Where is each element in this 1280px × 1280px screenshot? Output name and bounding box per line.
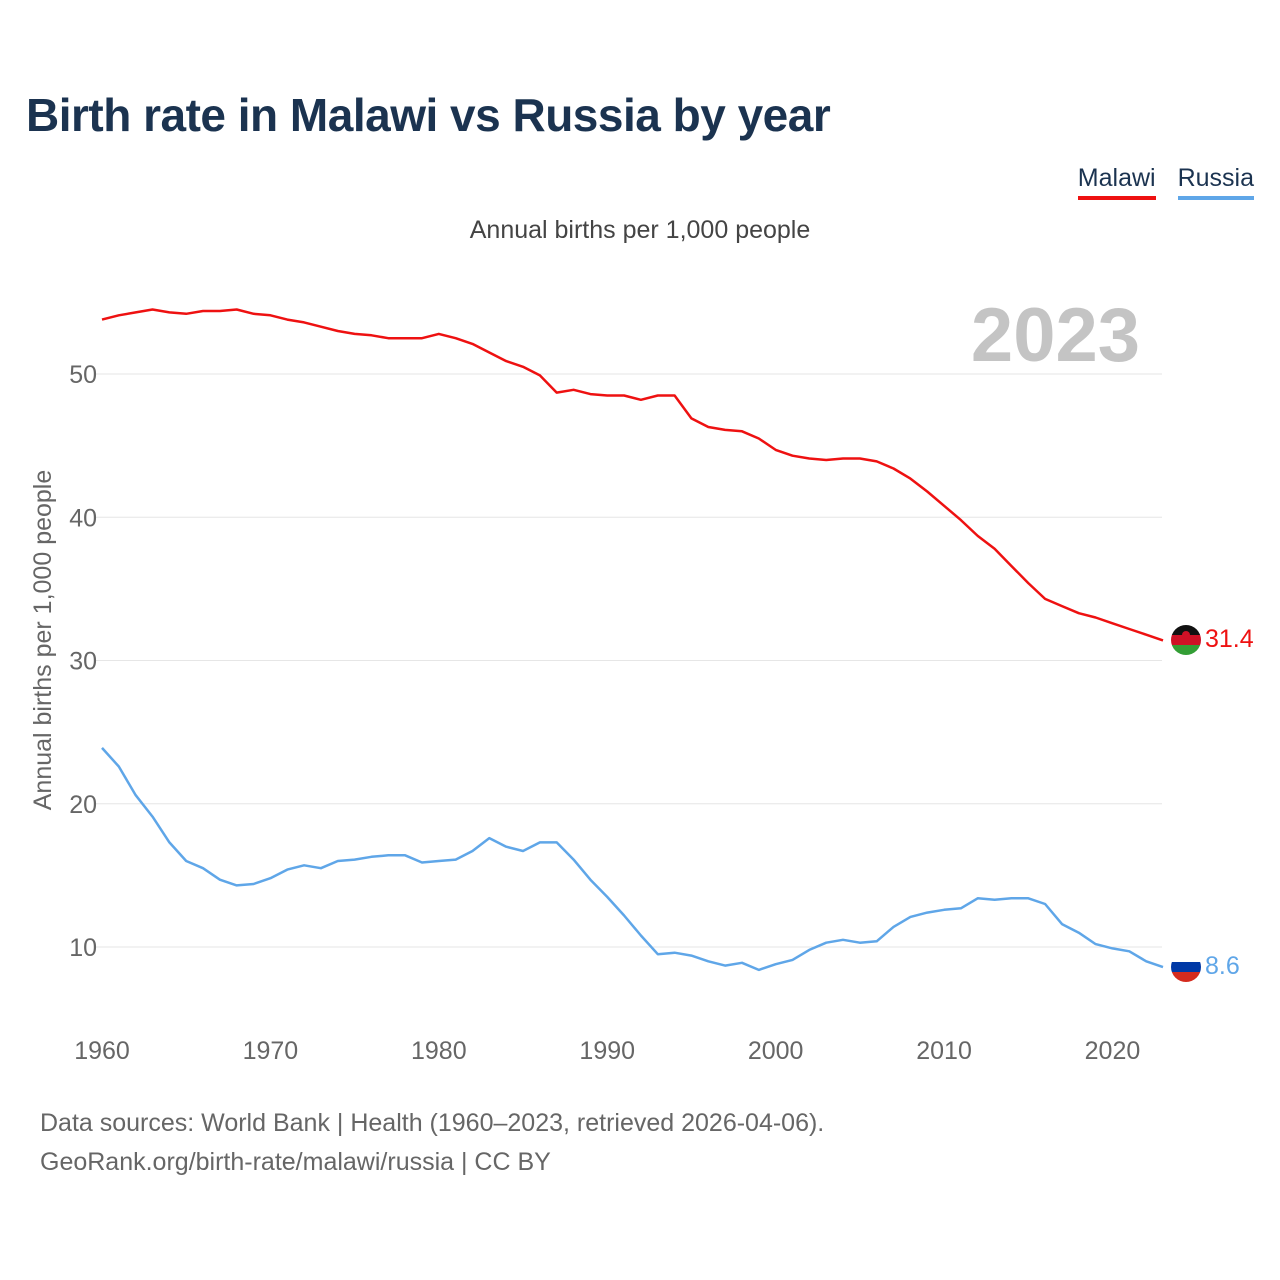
legend: Malawi Russia [1077, 164, 1254, 200]
data-sources-text: Data sources: World Bank | Health (1960–… [40, 1109, 825, 1137]
chart-title: Birth rate in Malawi vs Russia by year [26, 89, 831, 141]
x-axis-ticks: 1960 1970 1980 1990 2000 2010 2020 [74, 1037, 1140, 1065]
y-tick-label: 30 [69, 648, 97, 676]
y-axis-label: Annual births per 1,000 people [29, 470, 57, 811]
x-tick-label: 1990 [579, 1037, 635, 1065]
chart-subtitle: Annual births per 1,000 people [469, 216, 811, 244]
x-tick-label: 1960 [74, 1037, 130, 1065]
series-line-russia [101, 747, 1164, 972]
y-tick-label: 50 [69, 361, 97, 389]
legend-item-russia[interactable]: Russia [1177, 164, 1254, 200]
legend-item-malawi[interactable]: Malawi [1077, 164, 1156, 200]
end-label-malawi: 31.4 [1205, 625, 1254, 653]
y-axis-ticks: 10 20 30 40 50 [69, 361, 97, 962]
footer: Data sources: World Bank | Health (1960–… [40, 1104, 824, 1182]
russia-flag-icon [1171, 952, 1201, 982]
x-tick-label: 1980 [411, 1037, 467, 1065]
series-line-malawi [101, 308, 1164, 642]
x-tick-label: 2000 [748, 1037, 804, 1065]
malawi-flag-icon [1171, 625, 1201, 655]
y-tick-label: 20 [69, 791, 97, 819]
x-tick-label: 2020 [1085, 1037, 1141, 1065]
y-tick-label: 40 [69, 504, 97, 532]
end-label-russia: 8.6 [1205, 952, 1240, 980]
attribution-text: GeoRank.org/birth-rate/malawi/russia | C… [40, 1148, 551, 1176]
grid-lines [95, 373, 1162, 948]
x-tick-label: 1970 [243, 1037, 299, 1065]
year-label: 2023 [971, 293, 1140, 378]
x-tick-label: 2010 [916, 1037, 972, 1065]
y-tick-label: 10 [69, 934, 97, 962]
